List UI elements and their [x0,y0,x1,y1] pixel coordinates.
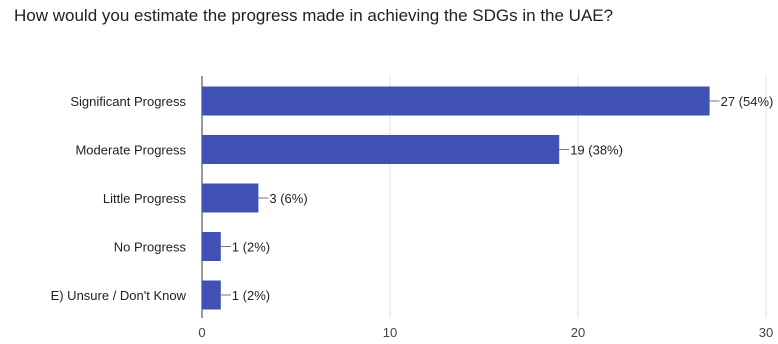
x-tick-label: 10 [383,325,397,340]
category-label: E) Unsure / Don't Know [51,288,187,303]
bar [202,135,560,164]
data-label: 1 (2%) [232,288,270,303]
category-label: Little Progress [103,191,187,206]
x-tick-label: 0 [198,325,205,340]
data-label: 19 (38%) [570,143,623,158]
x-tick-label: 20 [571,325,585,340]
bar [202,183,259,213]
bar [202,232,221,261]
data-label: 3 (6%) [269,191,307,206]
category-label: Moderate Progress [75,143,186,158]
x-tick-label: 30 [759,325,773,340]
chart-title: How would you estimate the progress made… [14,6,614,25]
category-label: Significant Progress [70,94,186,109]
bar [202,280,221,310]
category-label: No Progress [114,240,187,255]
bar [202,86,710,116]
data-label: 1 (2%) [232,240,270,255]
data-label: 27 (54%) [721,94,774,109]
